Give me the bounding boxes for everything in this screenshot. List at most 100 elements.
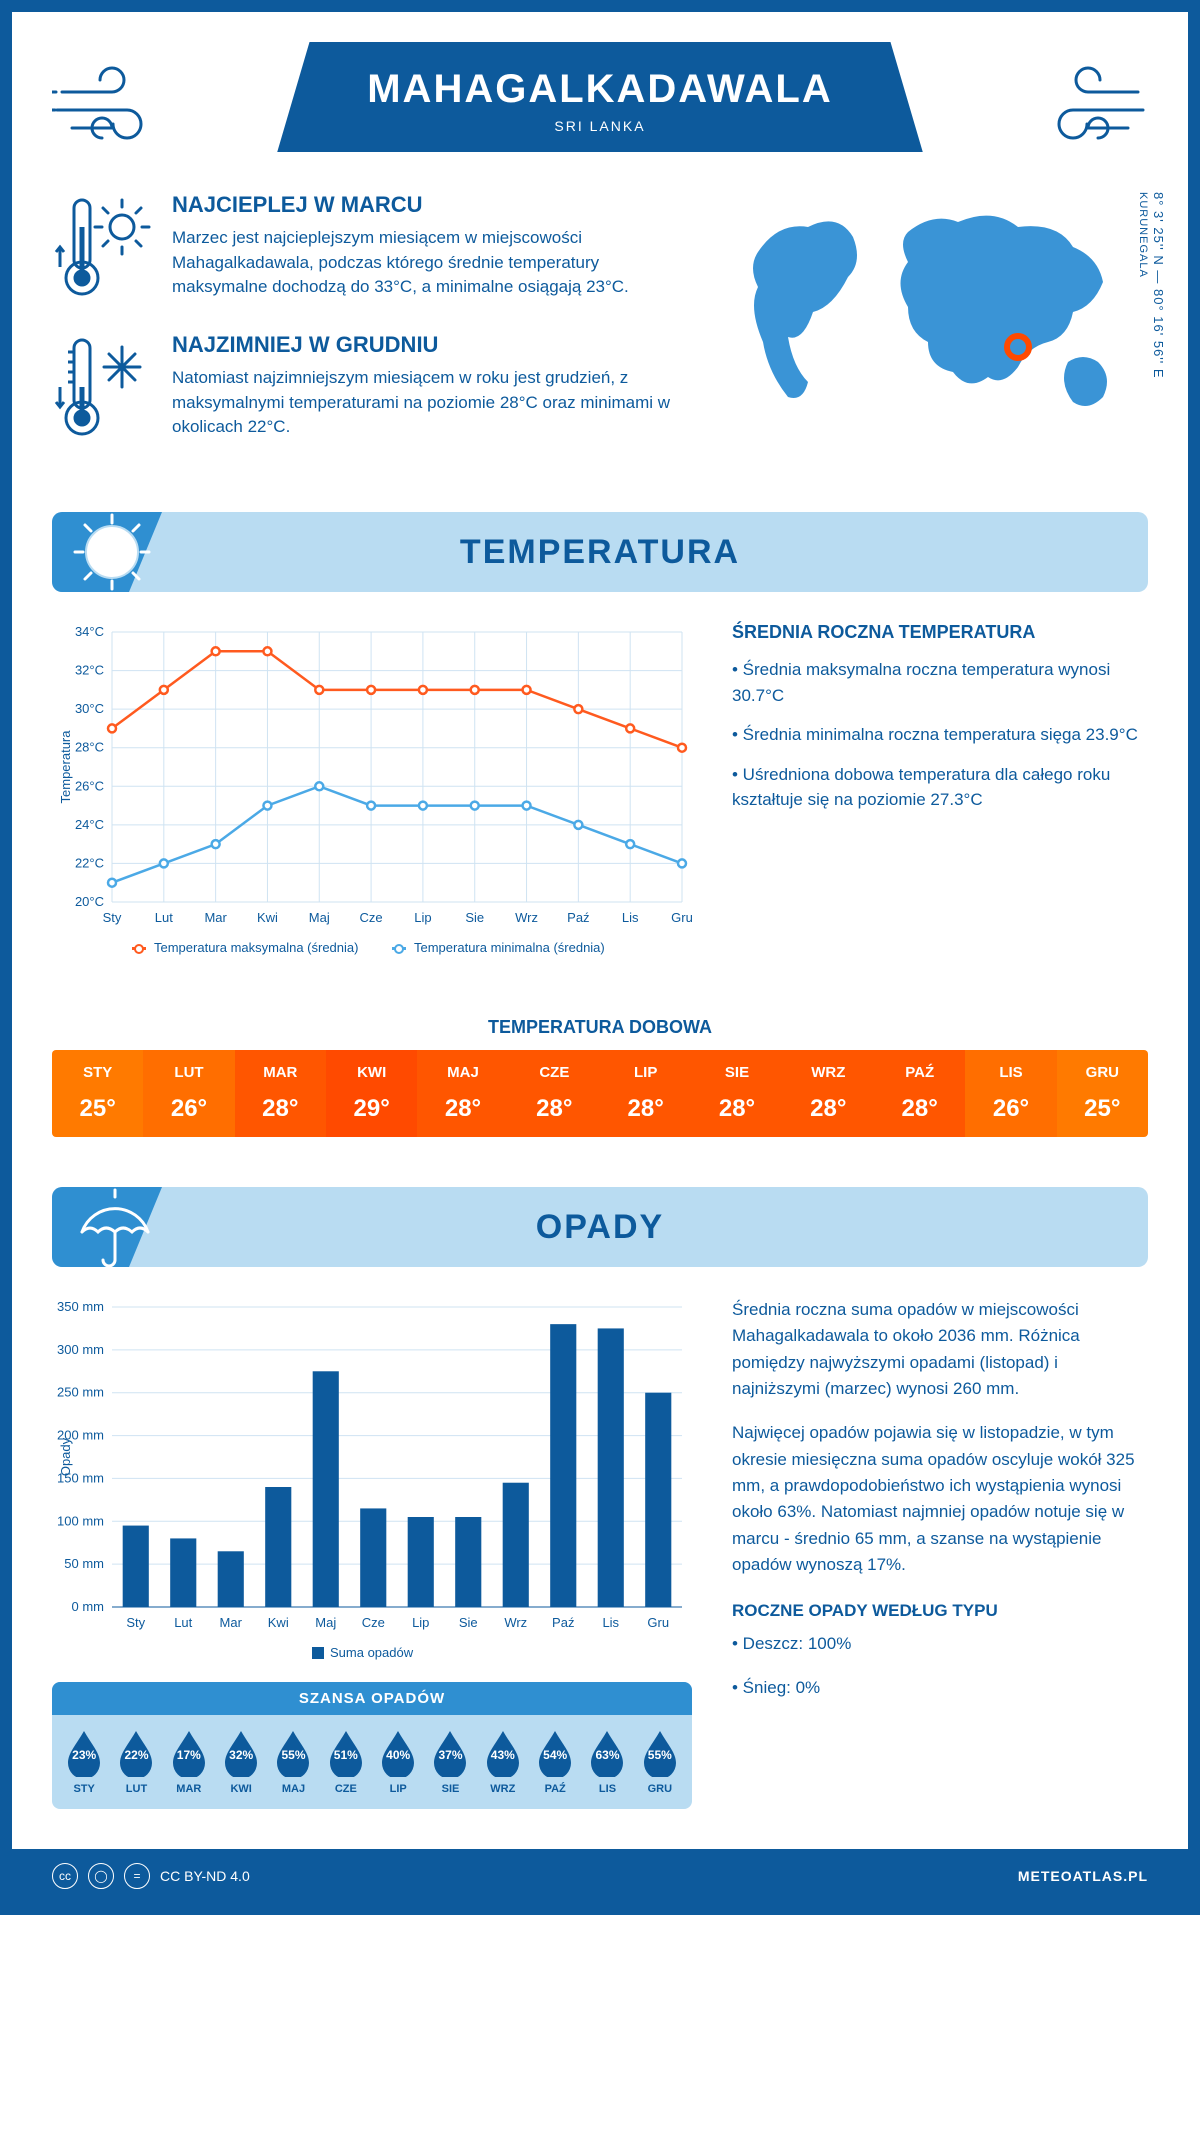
rain-type-title: ROCZNE OPADY WEDŁUG TYPU — [732, 1598, 1148, 1624]
section-title: OPADY — [536, 1208, 664, 1247]
fact-hot-body: Marzec jest najcieplejszym miesiącem w m… — [172, 226, 688, 300]
coordinates: 8° 3' 25'' N — 80° 16' 56'' E KURUNEGALA — [1136, 192, 1166, 472]
chance-cell: 43%WRZ — [477, 1729, 529, 1795]
svg-text:Gru: Gru — [647, 1615, 669, 1630]
svg-text:Sie: Sie — [465, 910, 484, 925]
temp-info-2: • Średnia minimalna roczna temperatura s… — [732, 722, 1148, 748]
svg-text:30°C: 30°C — [75, 701, 104, 716]
svg-text:0 mm: 0 mm — [72, 1599, 105, 1614]
world-map: 8° 3' 25'' N — 80° 16' 56'' E KURUNEGALA — [728, 192, 1148, 472]
daily-cell: GRU25° — [1057, 1050, 1148, 1137]
chance-grid: 23%STY22%LUT17%MAR32%KWI55%MAJ51%CZE40%L… — [52, 1715, 692, 1809]
svg-text:Lip: Lip — [414, 910, 431, 925]
nd-icon: = — [124, 1863, 150, 1889]
svg-text:32°C: 32°C — [75, 663, 104, 678]
svg-text:Maj: Maj — [309, 910, 330, 925]
svg-text:Kwi: Kwi — [257, 910, 278, 925]
daily-cell: STY25° — [52, 1050, 143, 1137]
chance-cell: 55%MAJ — [267, 1729, 319, 1795]
svg-text:Lip: Lip — [412, 1615, 429, 1630]
daily-cell: MAJ28° — [417, 1050, 508, 1137]
rain-chance-box: SZANSA OPADÓW 23%STY22%LUT17%MAR32%KWI55… — [52, 1682, 692, 1809]
rain-p2: Najwięcej opadów pojawia się w listopadz… — [732, 1420, 1148, 1578]
daily-cell: CZE28° — [509, 1050, 600, 1137]
svg-text:300 mm: 300 mm — [57, 1342, 104, 1357]
svg-text:250 mm: 250 mm — [57, 1385, 104, 1400]
svg-text:Lis: Lis — [622, 910, 639, 925]
fact-cold: NAJZIMNIEJ W GRUDNIU Natomiast najzimnie… — [52, 332, 688, 442]
chance-cell: 40%LIP — [372, 1729, 424, 1795]
svg-text:28°C: 28°C — [75, 740, 104, 755]
section-title: TEMPERATURA — [460, 533, 740, 572]
svg-text:20°C: 20°C — [75, 894, 104, 909]
map-icon — [728, 192, 1148, 452]
daily-cell: MAR28° — [235, 1050, 326, 1137]
chance-cell: 23%STY — [58, 1729, 110, 1795]
chance-cell: 22%LUT — [110, 1729, 162, 1795]
svg-text:Suma opadów: Suma opadów — [330, 1645, 414, 1660]
svg-text:Mar: Mar — [220, 1615, 243, 1630]
temperature-info: ŚREDNIA ROCZNA TEMPERATURA • Średnia mak… — [732, 622, 1148, 987]
svg-text:Maj: Maj — [315, 1615, 336, 1630]
location-title: MAHAGALKADAWALA — [367, 67, 833, 112]
daily-cell: SIE28° — [691, 1050, 782, 1137]
temperature-row: 20°C 22°C 24°C 26°C 28°C 30°C 32°C 34°C Sty Lut Ma… — [52, 622, 1148, 987]
temp-info-3: • Uśredniona dobowa temperatura dla całe… — [732, 762, 1148, 813]
fact-cold-title: NAJZIMNIEJ W GRUDNIU — [172, 332, 688, 358]
svg-text:100 mm: 100 mm — [57, 1513, 104, 1528]
thermometer-snow-icon — [52, 332, 152, 442]
chance-cell: 51%CZE — [320, 1729, 372, 1795]
svg-text:350 mm: 350 mm — [57, 1299, 104, 1314]
chance-cell: 17%MAR — [163, 1729, 215, 1795]
svg-text:34°C: 34°C — [75, 624, 104, 639]
wind-icon — [1008, 62, 1148, 152]
thermometer-sun-icon — [52, 192, 152, 302]
chance-cell: 63%LIS — [581, 1729, 633, 1795]
location-subtitle: SRI LANKA — [367, 118, 833, 134]
svg-text:Kwi: Kwi — [268, 1615, 289, 1630]
fact-hot-title: NAJCIEPLEJ W MARCU — [172, 192, 688, 218]
fact-hot-text: NAJCIEPLEJ W MARCU Marzec jest najcieple… — [172, 192, 688, 302]
fact-hot: NAJCIEPLEJ W MARCU Marzec jest najcieple… — [52, 192, 688, 302]
svg-text:Sty: Sty — [103, 910, 122, 925]
license-text: CC BY-ND 4.0 — [160, 1868, 250, 1884]
svg-text:Temperatura maksymalna (średni: Temperatura maksymalna (średnia) — [154, 940, 358, 955]
section-head-temperature: TEMPERATURA — [52, 512, 1148, 592]
rain-p1: Średnia roczna suma opadów w miejscowośc… — [732, 1297, 1148, 1402]
svg-text:Cze: Cze — [362, 1615, 385, 1630]
svg-text:26°C: 26°C — [75, 778, 104, 793]
chance-cell: 37%SIE — [424, 1729, 476, 1795]
svg-text:Wrz: Wrz — [515, 910, 538, 925]
facts-left: NAJCIEPLEJ W MARCU Marzec jest najcieple… — [52, 192, 688, 472]
temp-info-1: • Średnia maksymalna roczna temperatura … — [732, 657, 1148, 708]
svg-text:24°C: 24°C — [75, 817, 104, 832]
svg-text:Paź: Paź — [567, 910, 589, 925]
daily-cell: LUT26° — [143, 1050, 234, 1137]
svg-text:Mar: Mar — [204, 910, 227, 925]
svg-text:Lis: Lis — [602, 1615, 619, 1630]
daily-cell: WRZ28° — [783, 1050, 874, 1137]
rain-info: Średnia roczna suma opadów w miejscowośc… — [732, 1297, 1148, 1809]
rain-row: 0 mm50 mm100 mm150 mm200 mm250 mm300 mm3… — [52, 1297, 1148, 1809]
sun-icon — [67, 507, 157, 597]
svg-text:Gru: Gru — [671, 910, 692, 925]
rain-chart: 0 mm50 mm100 mm150 mm200 mm250 mm300 mm3… — [52, 1297, 692, 1809]
title-banner: MAHAGALKADAWALA SRI LANKA — [277, 42, 923, 152]
temp-info-title: ŚREDNIA ROCZNA TEMPERATURA — [732, 622, 1148, 643]
svg-text:50 mm: 50 mm — [64, 1556, 104, 1571]
svg-text:Cze: Cze — [360, 910, 383, 925]
daily-cell: LIS26° — [965, 1050, 1056, 1137]
chance-cell: 54%PAŹ — [529, 1729, 581, 1795]
svg-text:Lut: Lut — [155, 910, 173, 925]
svg-text:Sty: Sty — [126, 1615, 145, 1630]
daily-cell: LIP28° — [600, 1050, 691, 1137]
svg-text:Wrz: Wrz — [504, 1615, 527, 1630]
daily-temp-title: TEMPERATURA DOBOWA — [52, 1017, 1148, 1038]
daily-temp-table: STY25°LUT26°MAR28°KWI29°MAJ28°CZE28°LIP2… — [52, 1050, 1148, 1137]
svg-text:22°C: 22°C — [75, 855, 104, 870]
svg-text:Sie: Sie — [459, 1615, 478, 1630]
license-block: cc ◯ = CC BY-ND 4.0 — [52, 1863, 250, 1889]
facts-row: NAJCIEPLEJ W MARCU Marzec jest najcieple… — [52, 192, 1148, 472]
svg-text:Opady: Opady — [58, 1437, 73, 1476]
by-icon: ◯ — [88, 1863, 114, 1889]
